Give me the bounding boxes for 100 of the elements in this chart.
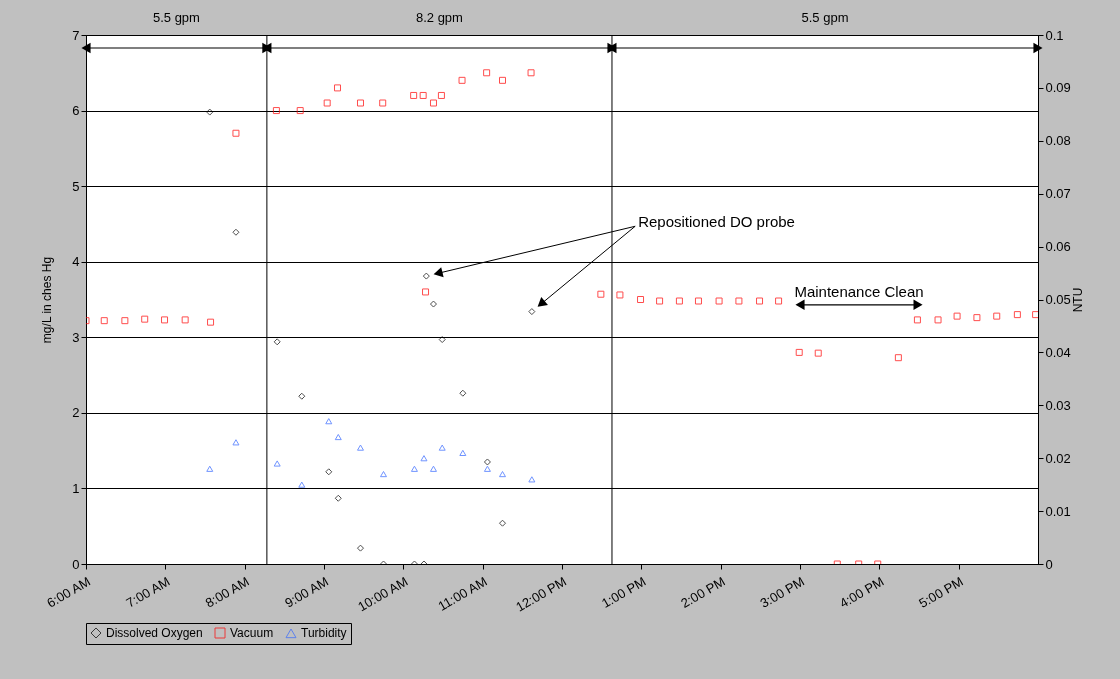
point bbox=[438, 336, 446, 344]
x-tick-label: 9:00 AM bbox=[282, 573, 331, 611]
point bbox=[459, 389, 467, 397]
point bbox=[715, 297, 723, 305]
point bbox=[161, 316, 169, 324]
point bbox=[422, 288, 430, 296]
y-tick-label: 3 bbox=[72, 329, 80, 345]
y2-tick-label: 0.09 bbox=[1045, 80, 1071, 96]
point bbox=[273, 460, 281, 467]
point bbox=[206, 465, 214, 472]
point bbox=[356, 444, 364, 451]
point bbox=[181, 316, 189, 324]
y2-tick-label: 0 bbox=[1045, 556, 1053, 572]
point bbox=[894, 354, 902, 362]
y2-tick-label: 0.05 bbox=[1045, 292, 1071, 307]
legend-label: Dissolved Oxygen bbox=[106, 626, 203, 640]
x-tick-label: 1:00 PM bbox=[598, 573, 649, 611]
point bbox=[499, 519, 506, 527]
annotation: Repositioned DO probe bbox=[638, 213, 795, 231]
y2-tick-label: 0.02 bbox=[1045, 450, 1071, 466]
x-tick-label: 8:00 AM bbox=[202, 573, 252, 611]
point bbox=[232, 228, 240, 236]
point bbox=[273, 338, 281, 346]
y-tick-label: 4 bbox=[72, 254, 80, 270]
point bbox=[334, 433, 342, 441]
y2-tick-label: 0.04 bbox=[1045, 344, 1071, 360]
point bbox=[333, 84, 341, 92]
point bbox=[325, 418, 333, 425]
x-tick-label: 11:00 AM bbox=[435, 573, 490, 614]
point bbox=[379, 99, 387, 107]
x-tick-label: 5:00 PM bbox=[916, 573, 966, 611]
point bbox=[141, 315, 149, 323]
point bbox=[499, 76, 506, 84]
point bbox=[296, 107, 304, 115]
y2-tick-label: 0.03 bbox=[1045, 397, 1071, 413]
y2-axis-title: NTU bbox=[1070, 287, 1085, 313]
point bbox=[499, 470, 506, 478]
x-tick-label: 7:00 AM bbox=[123, 573, 173, 611]
point bbox=[410, 91, 418, 99]
y2-tick-label: 0.06 bbox=[1045, 239, 1071, 255]
y-tick-label: 1 bbox=[72, 480, 80, 496]
x-tick-label: 4:00 PM bbox=[836, 573, 887, 611]
text: 5.5 gpm bbox=[152, 10, 200, 25]
y-tick-label: 7 bbox=[72, 27, 80, 43]
point bbox=[993, 312, 1001, 320]
point bbox=[694, 297, 702, 305]
point bbox=[356, 544, 364, 552]
x-tick-label: 3:00 PM bbox=[757, 573, 807, 611]
legend-label: Turbidity bbox=[301, 626, 347, 641]
point bbox=[422, 272, 430, 280]
point bbox=[483, 69, 491, 77]
point bbox=[121, 317, 129, 325]
point bbox=[438, 444, 446, 451]
point bbox=[206, 108, 214, 116]
point bbox=[459, 449, 467, 457]
y2-tick-label: 0.08 bbox=[1045, 133, 1071, 149]
point bbox=[325, 468, 333, 476]
point bbox=[814, 349, 822, 357]
text: 8.2 gpm bbox=[415, 10, 463, 25]
y2-tick-label: 0.07 bbox=[1045, 186, 1071, 202]
y-axis-title: mg/L in ches Hg bbox=[40, 256, 55, 344]
point bbox=[380, 470, 387, 478]
point bbox=[775, 297, 783, 305]
point bbox=[420, 455, 428, 462]
point bbox=[356, 99, 364, 107]
point bbox=[1013, 311, 1021, 319]
y-tick-label: 2 bbox=[72, 405, 80, 421]
point bbox=[934, 316, 942, 324]
point bbox=[597, 290, 605, 298]
point bbox=[756, 297, 764, 305]
y-tick-label: 0 bbox=[72, 556, 80, 572]
text: 5.5 gpm bbox=[801, 10, 849, 25]
point bbox=[656, 297, 664, 305]
y-tick-label: 6 bbox=[72, 103, 80, 119]
point bbox=[795, 348, 803, 356]
point bbox=[232, 439, 240, 446]
point bbox=[334, 494, 342, 502]
y-tick-label: 5 bbox=[72, 178, 80, 194]
point bbox=[207, 318, 215, 326]
x-tick-label: 6:00 AM bbox=[44, 573, 93, 611]
point bbox=[410, 465, 418, 472]
point bbox=[528, 308, 536, 316]
point bbox=[527, 69, 535, 77]
annotation: Maintenance Clean bbox=[794, 282, 924, 300]
point bbox=[913, 316, 921, 324]
point bbox=[973, 314, 981, 322]
x-tick-label: 10:00 AM bbox=[355, 573, 411, 615]
point bbox=[483, 458, 491, 466]
legend-label: Vacuum bbox=[230, 626, 274, 640]
point bbox=[429, 99, 437, 107]
point bbox=[458, 76, 466, 84]
point bbox=[437, 91, 445, 99]
point bbox=[298, 481, 306, 488]
point bbox=[528, 476, 536, 483]
point bbox=[100, 317, 108, 325]
point bbox=[429, 300, 437, 308]
point bbox=[298, 392, 306, 400]
point bbox=[272, 107, 280, 115]
y2-tick-label: 0.1 bbox=[1045, 27, 1064, 43]
point bbox=[232, 129, 240, 137]
